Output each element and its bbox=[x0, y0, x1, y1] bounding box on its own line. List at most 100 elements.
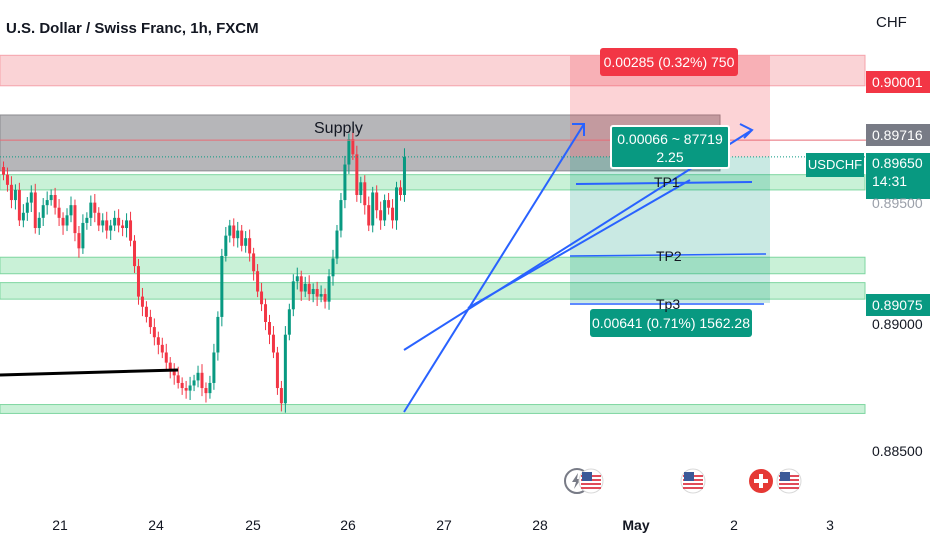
candle-body bbox=[335, 230, 339, 259]
chart-title: U.S. Dollar / Swiss Franc, 1h, FXCM bbox=[6, 20, 259, 37]
candle-body bbox=[129, 220, 133, 241]
candle-body bbox=[283, 334, 287, 404]
candle-body bbox=[367, 205, 371, 226]
countdown: 14:31 bbox=[872, 173, 908, 189]
candle-body bbox=[57, 207, 61, 218]
candle-body bbox=[319, 294, 323, 297]
zone-demand bbox=[0, 404, 866, 414]
us-flag-icon[interactable] bbox=[680, 468, 706, 494]
candle-body bbox=[5, 174, 9, 185]
x-tick-label: 21 bbox=[52, 517, 68, 533]
candle-body bbox=[323, 294, 327, 302]
candle-body bbox=[9, 184, 13, 201]
zone-demand bbox=[0, 174, 866, 191]
swiss-flag-icon[interactable] bbox=[748, 468, 774, 494]
candle-body bbox=[299, 276, 303, 292]
us-flag-icon[interactable] bbox=[578, 468, 604, 494]
y-tick-label: 0.88500 bbox=[872, 443, 923, 459]
candle-body bbox=[117, 217, 121, 226]
x-tick-label: 27 bbox=[436, 517, 452, 533]
currency-label: CHF bbox=[876, 14, 907, 31]
us-flag-glyph bbox=[776, 468, 802, 494]
candle-body bbox=[29, 192, 33, 203]
candle-body bbox=[136, 266, 140, 297]
candle-body bbox=[133, 240, 137, 267]
x-tick-label: 3 bbox=[826, 517, 834, 533]
candle-body bbox=[17, 189, 21, 221]
candle-body bbox=[192, 380, 196, 386]
us-flag-glyph bbox=[578, 468, 604, 494]
candle-body bbox=[311, 288, 315, 295]
candle-body bbox=[387, 200, 391, 208]
candle-body bbox=[279, 388, 283, 404]
candle-body bbox=[188, 385, 192, 391]
x-tick-label: 24 bbox=[148, 517, 164, 533]
candle-body bbox=[2, 167, 5, 175]
candle-body bbox=[363, 182, 367, 206]
candle-body bbox=[327, 276, 331, 302]
candle-body bbox=[208, 382, 212, 394]
candle-body bbox=[200, 372, 204, 389]
candle-body bbox=[399, 187, 402, 195]
candle-body bbox=[180, 382, 184, 389]
y-tick-label: 0.89500 bbox=[872, 195, 923, 211]
candle-body bbox=[168, 362, 172, 371]
candle-body bbox=[109, 225, 113, 231]
zone-demand bbox=[0, 282, 866, 300]
arrow-head-upper bbox=[739, 123, 754, 139]
y-tick-label: 0.89000 bbox=[872, 316, 923, 332]
x-tick-label: 26 bbox=[340, 517, 356, 533]
candle-body bbox=[391, 207, 395, 221]
candle-body bbox=[287, 309, 291, 335]
candle-body bbox=[236, 230, 240, 239]
candle-body bbox=[224, 235, 228, 256]
candle-body bbox=[196, 372, 200, 381]
candle-body bbox=[220, 255, 224, 317]
candle-body bbox=[156, 337, 160, 345]
candle-body bbox=[375, 192, 379, 211]
candle-body bbox=[77, 233, 81, 249]
tp2-label: TP2 bbox=[656, 248, 682, 264]
candle-body bbox=[164, 352, 168, 363]
candle-body bbox=[359, 182, 363, 195]
ticker-tag: USDCHF bbox=[806, 153, 864, 177]
candle-body bbox=[89, 202, 93, 218]
candle-body bbox=[315, 288, 319, 297]
candle-body bbox=[244, 238, 248, 246]
candle-body bbox=[260, 291, 264, 305]
candle-body bbox=[395, 187, 399, 221]
candle-body bbox=[172, 370, 176, 376]
lower-price-tag: 0.89075 bbox=[866, 294, 930, 316]
candle-body bbox=[81, 222, 85, 249]
candle-body bbox=[355, 154, 359, 195]
candle-body bbox=[45, 200, 49, 206]
candle-body bbox=[125, 220, 129, 229]
candle-body bbox=[144, 306, 148, 317]
candle-body bbox=[140, 296, 144, 307]
candle-body bbox=[121, 225, 125, 229]
candle-body bbox=[232, 225, 236, 239]
lightning-glyph bbox=[572, 473, 581, 489]
candle-body bbox=[264, 304, 268, 322]
candle-body bbox=[216, 316, 220, 353]
candle-body bbox=[271, 334, 275, 353]
candle-body bbox=[49, 195, 53, 201]
candle-body bbox=[248, 238, 252, 254]
us-flag-icon[interactable] bbox=[776, 468, 802, 494]
candle-body bbox=[13, 189, 17, 201]
candle-body bbox=[240, 230, 244, 246]
candle-body bbox=[148, 316, 152, 328]
current-price: 0.89650 bbox=[872, 155, 923, 171]
candle-body bbox=[184, 388, 188, 391]
candle-body bbox=[379, 210, 383, 221]
candles-layer bbox=[2, 132, 406, 413]
zone-supply bbox=[0, 114, 721, 172]
candle-body bbox=[212, 352, 216, 383]
stop-bubble: 0.00285 (0.32%) 750 bbox=[600, 48, 738, 76]
tp1-line bbox=[575, 181, 753, 185]
candle-body bbox=[252, 253, 256, 272]
trend-line-steep bbox=[403, 123, 585, 413]
candle-body bbox=[21, 212, 25, 221]
us-flag-glyph bbox=[680, 468, 706, 494]
